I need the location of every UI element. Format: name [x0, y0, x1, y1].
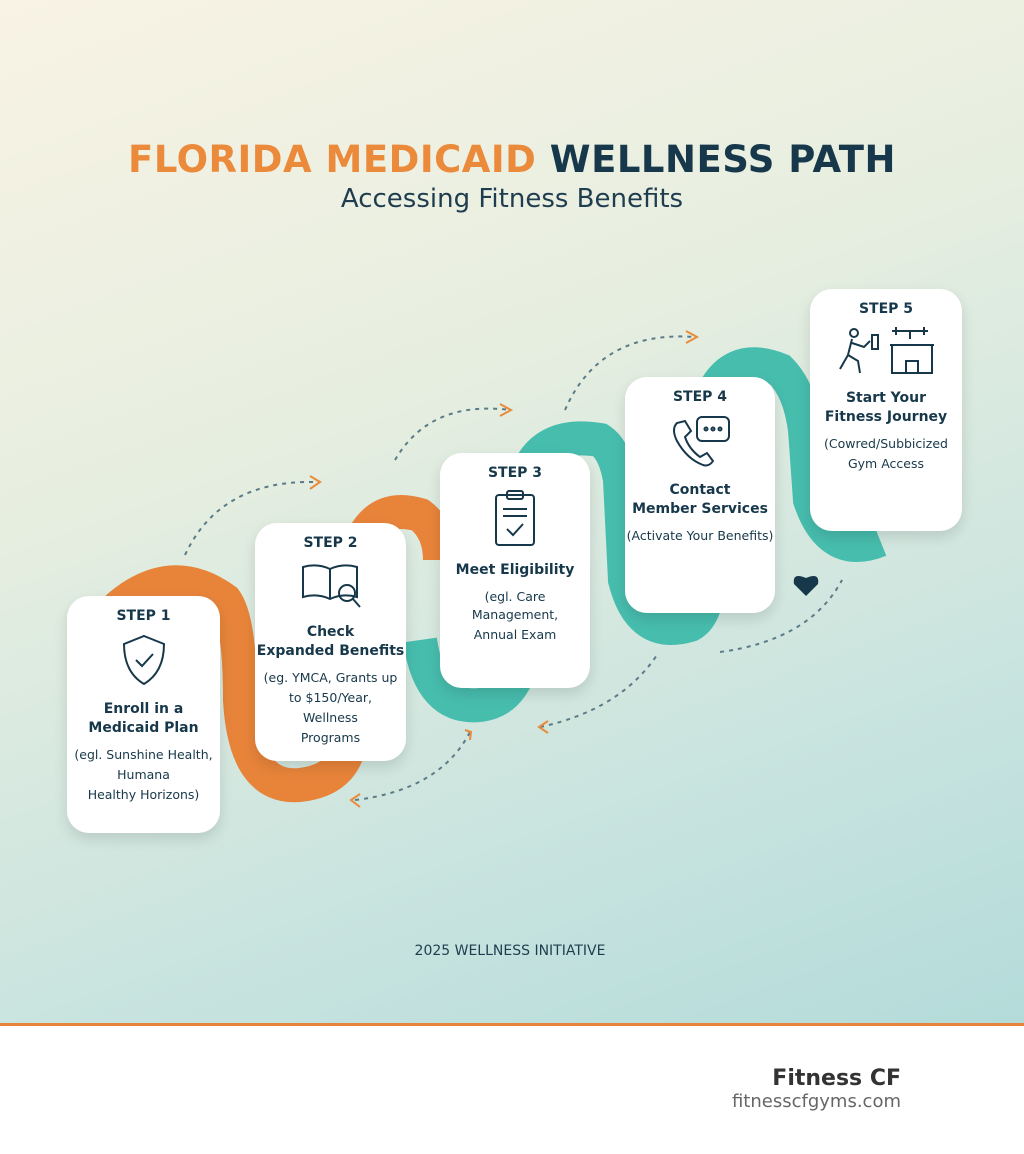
description-line: (egl. Sunshine Health,	[74, 747, 213, 762]
step-label: STEP 2	[303, 535, 358, 551]
description-line: Healthy Horizons)	[87, 787, 200, 802]
subtitle: Accessing Fitness Benefits	[340, 184, 684, 214]
title-part: FLORIDA MEDICAID	[128, 138, 537, 181]
step-description: (eg. YMCA, Grants up to $150/Year, Wellnes…	[264, 667, 398, 747]
step-label: STEP 4	[672, 389, 728, 405]
description-line: (egl. Care Management,	[471, 589, 559, 622]
step-icon	[836, 325, 936, 381]
step-card: STEP 5 Start Your Fitness Journey (Cowred/S…	[810, 289, 962, 531]
dashed-arrows	[184, 335, 843, 801]
step-title: Expanded Benefits	[256, 643, 405, 659]
description-line: (eg. YMCA, Grants up	[263, 670, 398, 685]
step-icon	[119, 632, 169, 692]
description-line: Gym Access	[847, 456, 924, 471]
website: fitnesscfgyms.com	[731, 1091, 901, 1112]
path-ribbon	[403, 347, 887, 723]
arrowheads	[309, 330, 700, 808]
step-title: Meet Eligibility	[455, 562, 575, 578]
brand: Fitness CF	[772, 1066, 901, 1091]
description-line: to $150/Year,	[289, 690, 372, 705]
title-part: WELLNESS PATH	[549, 138, 896, 181]
step-label: STEP 1	[116, 608, 171, 624]
path-ribbon	[103, 495, 457, 803]
description-line: Humana	[117, 767, 170, 782]
title: FLORIDA MEDICAID WELLNESS PATH	[0, 138, 1024, 181]
step-card: STEP 2 Check Expanded Benefits (eg. YMCA, G…	[255, 523, 406, 761]
step-title: Check	[306, 624, 355, 640]
step-card: STEP 1 Enroll in a Medicaid Plan (egl. Suns…	[67, 596, 220, 833]
step-description: (Activate Your Benefits)	[627, 525, 774, 545]
step-title: Contact	[669, 482, 731, 498]
description-line: Annual Exam	[473, 627, 557, 642]
heart-icon	[793, 576, 819, 596]
icon	[122, 634, 165, 686]
initiative: 2025 WELLNESS INITIATIVE	[414, 943, 606, 959]
step-title: Member Services	[632, 501, 768, 517]
step-title: Fitness Journey	[824, 409, 948, 425]
step-label: STEP 5	[858, 301, 914, 317]
step-icon	[667, 413, 733, 473]
step-label: STEP 3	[487, 465, 543, 481]
icon	[301, 564, 361, 608]
step-description: (egl. Care Management, Annual Exam	[440, 586, 590, 644]
step-title: Medicaid Plan	[88, 720, 199, 736]
step-description: (Cowred/Subbicized Gym Access	[824, 433, 948, 473]
step-card: STEP 4 Contact Member Services (Activate Yo…	[625, 377, 775, 613]
description-line: (Cowred/Subbicized	[824, 436, 948, 451]
step-card: STEP 3 Meet Eligibility (egl. Care Managem…	[440, 453, 590, 688]
description-line: Programs	[300, 730, 361, 745]
step-icon	[299, 559, 363, 615]
step-title: Start Your	[845, 390, 927, 406]
step-icon	[492, 489, 538, 553]
icon	[839, 327, 934, 374]
footer	[0, 1026, 1024, 1154]
step-title: Enroll in a	[103, 701, 184, 717]
divider	[0, 1023, 1024, 1026]
step-description: (egl. Sunshine Health, Humana Healthy Hori…	[74, 744, 212, 804]
icon	[673, 416, 730, 467]
description-line: (Activate Your Benefits)	[626, 528, 774, 543]
description-line: Wellness	[303, 710, 358, 725]
icon	[495, 490, 535, 546]
